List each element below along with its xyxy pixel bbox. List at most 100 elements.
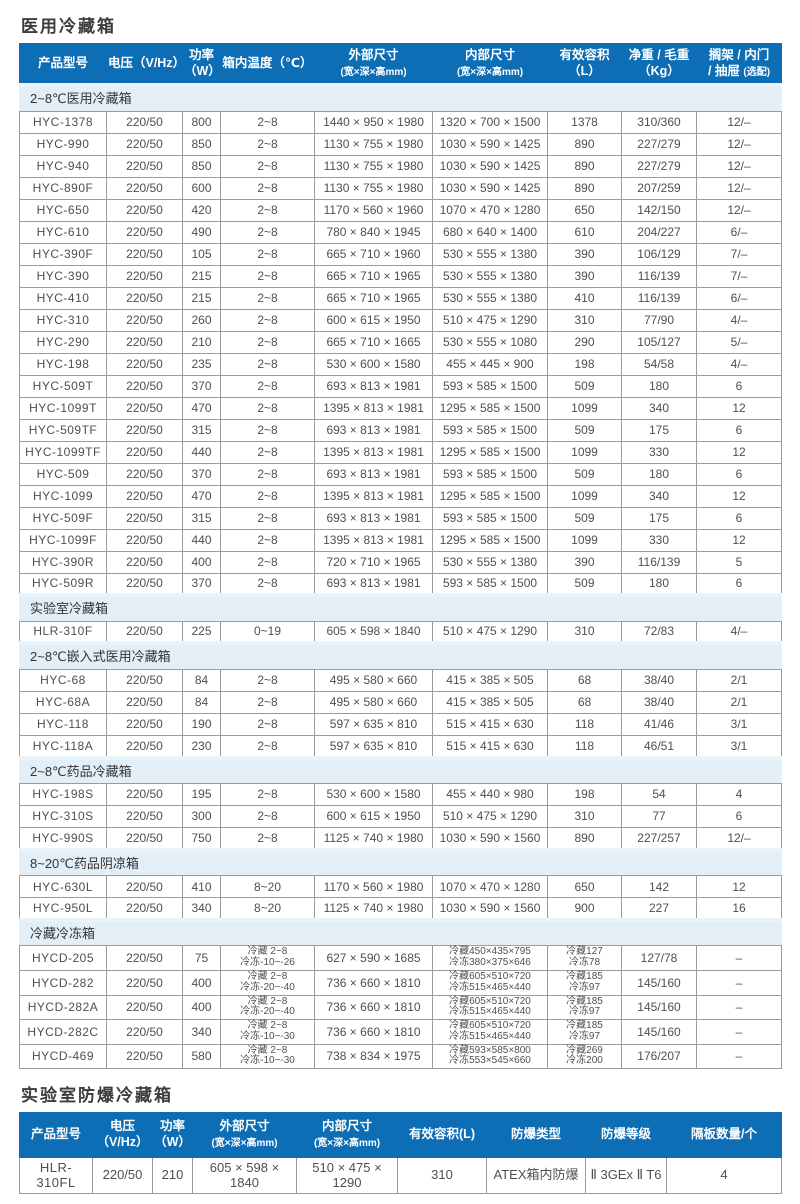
model-cell: HLR-310FL (19, 1156, 93, 1194)
spec-cell: 12 (696, 440, 782, 464)
spec-cell: 470 (182, 484, 221, 508)
model-cell: HYC-1099F (19, 528, 107, 552)
spec-cell: 77/90 (621, 308, 697, 332)
spec-cell: 12/– (696, 827, 782, 851)
spec-cell: 220/50 (106, 1019, 183, 1045)
section-title: 2~8℃医用冷藏箱 (19, 83, 782, 112)
spec-cell: 260 (182, 308, 221, 332)
spec-cell: 1099 (547, 440, 622, 464)
spec-cell: 冷藏185 冷冻97 (547, 994, 622, 1021)
spec-cell: 116/139 (621, 550, 697, 574)
table-row: HYCD-205 220/50 75 冷藏 2~8 冷冻-10~-26 627 × 59… (19, 945, 782, 971)
spec-cell: 0~19 (220, 620, 315, 644)
spec-cell: 2~8 (220, 484, 315, 508)
spec-cell: 510 × 475 × 1290 (432, 805, 548, 829)
spec-cell: 2~8 (220, 396, 315, 420)
spec-cell: 12/– (696, 154, 782, 178)
spec-cell: 冷藏127 冷冻78 (547, 945, 622, 971)
spec-cell: 693 × 813 × 1981 (314, 572, 433, 596)
table-row: HYC-390R 220/50 400 2~8 720 × 710 × 1965 530 … (19, 550, 782, 574)
spec-cell: 72/83 (621, 620, 697, 644)
section-row: 8~20℃药品阴凉箱 (19, 847, 782, 877)
spec-cell: 220/50 (106, 875, 183, 899)
column-header: 功率 （W） (182, 43, 221, 86)
spec-cell: 1070 × 470 × 1280 (432, 875, 548, 899)
spec-cell: 2~8 (220, 264, 315, 288)
spec-cell: 605 × 598 × 1840 (314, 620, 433, 644)
model-cell: HYC-509T (19, 374, 107, 398)
spec-cell: 2~8 (220, 154, 315, 178)
spec-cell: 68 (547, 691, 622, 715)
spec-cell: 8~20 (220, 897, 315, 921)
spec-cell: 890 (547, 154, 622, 178)
spec-cell: 冷藏 2~8 冷冻-20~-40 (220, 969, 315, 996)
spec-cell: 1125 × 740 × 1980 (314, 897, 433, 921)
spec-cell: 370 (182, 374, 221, 398)
model-cell: HYC-610 (19, 220, 107, 244)
spec-cell: 冷藏 2~8 冷冻-10~-26 (220, 945, 315, 971)
spec-cell: 1295 × 585 × 1500 (432, 484, 548, 508)
spec-cell: 2~8 (220, 198, 315, 222)
spec-cell: 1125 × 740 × 1980 (314, 827, 433, 851)
spec-cell: 4/– (696, 308, 782, 332)
spec-cell: 440 (182, 528, 221, 552)
spec-cell: 1099 (547, 484, 622, 508)
spec-cell: 220/50 (106, 154, 183, 178)
table-row: HYC-290 220/50 210 2~8 665 × 710 × 1665 530 ×… (19, 330, 782, 354)
model-cell: HYC-390R (19, 550, 107, 574)
model-cell: HYC-890F (19, 176, 107, 200)
spec-cell: 220/50 (106, 1043, 183, 1070)
column-header-subtext: (宽×深×高mm) (456, 66, 524, 78)
spec-cell: 2~8 (220, 783, 315, 807)
spec-cell: 7/– (696, 264, 782, 288)
spec-cell: 8~20 (220, 875, 315, 899)
spec-cell: 415 × 385 × 505 (432, 691, 548, 715)
column-header: 功率 （W） (152, 1112, 193, 1158)
column-header: 外部尺寸 (宽×深×高mm) (192, 1112, 297, 1158)
spec-cell: 2~8 (220, 418, 315, 442)
spec-cell: ATEX箱内防爆 (486, 1156, 586, 1194)
spec-cell: 5 (696, 550, 782, 574)
spec-cell: 118 (547, 735, 622, 759)
spec-cell: 495 × 580 × 660 (314, 691, 433, 715)
spec-cell: 315 (182, 418, 221, 442)
spec-cell: 780 × 840 × 1945 (314, 220, 433, 244)
spec-cell: 610 (547, 220, 622, 244)
spec-cell: 310 (547, 805, 622, 829)
spec-cell: 470 (182, 396, 221, 420)
table-row: HYC-198S 220/50 195 2~8 530 × 600 × 1580 455 … (19, 783, 782, 807)
spec-cell: 509 (547, 506, 622, 530)
spec-cell: 冷藏605×510×720 冷冻515×465×440 (432, 969, 548, 996)
spec-cell: 2~8 (220, 330, 315, 354)
spec-cell: 冷藏 2~8 冷冻-10~-30 (220, 1043, 315, 1070)
model-cell: HYC-509TF (19, 418, 107, 442)
spec-cell: 127/78 (621, 945, 697, 971)
model-cell: HYCD-282A (19, 994, 107, 1021)
model-cell: HYC-630L (19, 875, 107, 899)
spec-cell: 530 × 600 × 1580 (314, 783, 433, 807)
spec-cell: 220/50 (106, 220, 183, 244)
table-row: HYC-940 220/50 850 2~8 1130 × 755 × 1980 1030… (19, 154, 782, 178)
spec-cell: 220/50 (106, 506, 183, 530)
spec-cell: 850 (182, 132, 221, 156)
section-title: 冷藏冷冻箱 (19, 917, 782, 947)
spec-cell: 510 × 475 × 1290 (432, 308, 548, 332)
spec-cell: 220/50 (106, 484, 183, 508)
model-cell: HYC-68A (19, 691, 107, 715)
spec-cell: 410 (547, 286, 622, 310)
section-row: 2~8℃嵌入式医用冷藏箱 (19, 641, 782, 671)
spec-cell: 227/257 (621, 827, 697, 851)
spec-cell: 593 × 585 × 1500 (432, 418, 548, 442)
header-row: 产品型号 电压（V/Hz） 功率 （W） 箱内温度（℃） 外部尺寸 (宽×深×高mm) 内… (19, 43, 782, 86)
spec-cell: 220/50 (106, 176, 183, 200)
model-cell: HYCD-282C (19, 1019, 107, 1045)
spec-cell: 665 × 710 × 1965 (314, 264, 433, 288)
spec-cell: 2~8 (220, 132, 315, 156)
spec-cell: 1130 × 755 × 1980 (314, 154, 433, 178)
model-cell: HYC-650 (19, 198, 107, 222)
spec-cell: 510 × 475 × 1290 (432, 620, 548, 644)
spec-cell: 2~8 (220, 352, 315, 376)
spec-cell: 145/160 (621, 1019, 697, 1045)
table-row: HYC-410 220/50 215 2~8 665 × 710 × 1965 530 ×… (19, 286, 782, 310)
spec-cell: 220/50 (106, 783, 183, 807)
